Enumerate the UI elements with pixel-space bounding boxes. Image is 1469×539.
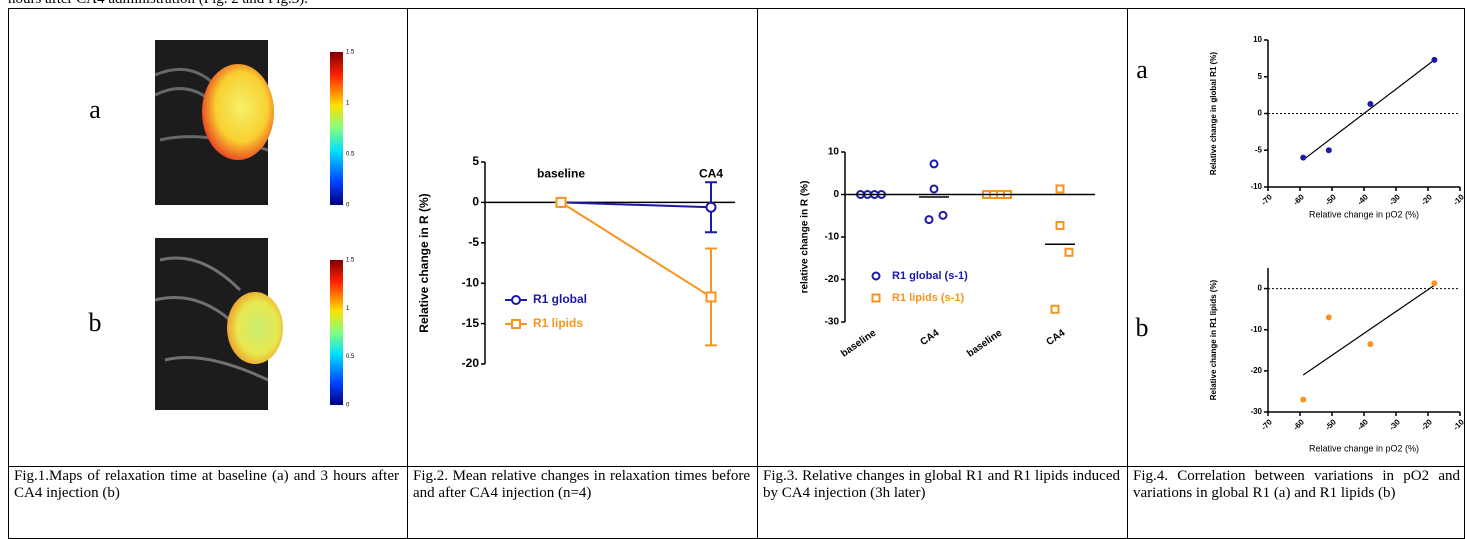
data-point (1050, 304, 1060, 314)
x-tick-label: -70 (1259, 417, 1274, 432)
caption: Fig.3. Relative changes in global R1 and… (763, 468, 1120, 501)
x-tick-label: -60 (1291, 192, 1306, 207)
table-grid (8, 8, 1465, 539)
legend-label: R1 global (s-1) (892, 270, 968, 282)
data-point (929, 159, 939, 169)
y-tick-label: -10 (462, 275, 480, 289)
colorbar-tick-label: 0.5 (346, 354, 355, 360)
colorbar-tick-label: 1 (346, 101, 350, 107)
x-tick-label: -20 (1419, 417, 1434, 432)
legend-marker (871, 293, 881, 303)
colorbar (330, 52, 343, 205)
y-tick-label: 5 (472, 154, 479, 168)
mri-image-b (154, 238, 283, 410)
y-tick-label: -30 (825, 317, 840, 328)
y-tick-label: -20 (1250, 366, 1262, 375)
data-point (1300, 154, 1307, 161)
category-label: CA4 (919, 327, 942, 348)
category-label: baseline (839, 327, 878, 359)
x-tick-label: -40 (1355, 417, 1370, 432)
data-point (1431, 280, 1438, 287)
data-point (1367, 341, 1374, 348)
y-tick-label: -20 (462, 356, 480, 370)
data-point (555, 196, 567, 208)
x-tick-label: -30 (1387, 417, 1402, 432)
category-label: baseline (537, 167, 585, 181)
legend-label: R1 lipids (533, 316, 583, 330)
colorbar-tick-label: 1 (346, 306, 350, 312)
x-tick-label: -30 (1387, 192, 1402, 207)
category-label: CA4 (1045, 327, 1068, 348)
caption: Fig.4. Correlation between variations in… (1133, 468, 1460, 501)
panel-label: b (1136, 313, 1149, 342)
data-point (1300, 396, 1307, 403)
fit-line (1302, 59, 1435, 161)
panel-label: b (89, 308, 102, 337)
x-tick-label: -70 (1259, 192, 1274, 207)
y-tick-label: 0 (833, 189, 839, 200)
y-tick-label: 10 (828, 147, 840, 158)
y-tick-label: 0 (472, 195, 479, 209)
y-tick-label: -10 (1250, 325, 1262, 334)
x-tick-label: -50 (1323, 417, 1338, 432)
legend-marker (511, 319, 521, 329)
data-point (1055, 221, 1065, 231)
data-point (705, 201, 717, 213)
caption: Fig.2. Mean relative changes in relaxati… (413, 468, 750, 501)
y-tick-label: -5 (1255, 145, 1263, 154)
colorbar-tick-label: 0 (346, 203, 350, 209)
data-point (1325, 147, 1332, 154)
legend-label: R1 global (533, 292, 587, 306)
x-tick-label: -40 (1355, 192, 1370, 207)
y-axis-label: Relative change in global R1 (%) (1209, 52, 1218, 175)
y-axis-label: Relative change in R1 lipids (%) (1209, 279, 1218, 400)
caption: Fig.1.Maps of relaxation time at baselin… (14, 468, 399, 501)
data-point (1367, 100, 1374, 107)
y-tick-label: -10 (1250, 182, 1262, 191)
y-tick-label: 10 (1253, 35, 1262, 44)
y-axis-label: Relative change in R (%) (417, 193, 431, 332)
category-label: baseline (965, 327, 1004, 359)
data-point (929, 184, 939, 194)
series-line (560, 201, 712, 209)
legend-marker (511, 295, 521, 305)
y-tick-label: -15 (462, 316, 480, 330)
data-point (938, 210, 948, 220)
data-point (705, 291, 717, 303)
data-point (924, 215, 934, 225)
data-point (1064, 247, 1074, 257)
x-tick-label: -20 (1419, 192, 1434, 207)
y-tick-label: -20 (825, 274, 840, 285)
y-tick-label: -10 (825, 232, 840, 243)
y-tick-label: -30 (1250, 407, 1262, 416)
mri-image-a (154, 40, 274, 205)
data-point (1325, 314, 1332, 321)
colorbar (330, 260, 343, 405)
legend-marker (871, 271, 881, 281)
x-tick-label: -60 (1291, 417, 1306, 432)
y-axis-label: relative change in R (%) (800, 181, 811, 294)
x-axis-label: Relative change in pO2 (%) (1309, 209, 1419, 219)
colorbar-tick-label: 1.5 (346, 50, 355, 56)
data-point (1431, 56, 1438, 63)
y-tick-label: 0 (1258, 109, 1263, 118)
x-axis-label: Relative change in pO2 (%) (1309, 443, 1419, 453)
body-text: hours after CA4 administration (Fig. 2 a… (8, 0, 308, 8)
y-tick-label: 0 (1258, 284, 1263, 293)
fit-line (1302, 284, 1435, 376)
panel-label: a (1136, 55, 1148, 84)
panel-label: a (89, 95, 101, 124)
data-point (1055, 184, 1065, 194)
legend-label: R1 lipids (s-1) (892, 292, 964, 304)
x-tick-label: -50 (1323, 192, 1338, 207)
category-label: CA4 (699, 167, 723, 181)
y-tick-label: 5 (1258, 72, 1263, 81)
y-tick-label: -5 (468, 235, 479, 249)
colorbar-tick-label: 1.5 (346, 258, 355, 264)
colorbar-tick-label: 0.5 (346, 152, 355, 158)
colorbar-tick-label: 0 (346, 403, 350, 409)
series-line (560, 201, 712, 298)
